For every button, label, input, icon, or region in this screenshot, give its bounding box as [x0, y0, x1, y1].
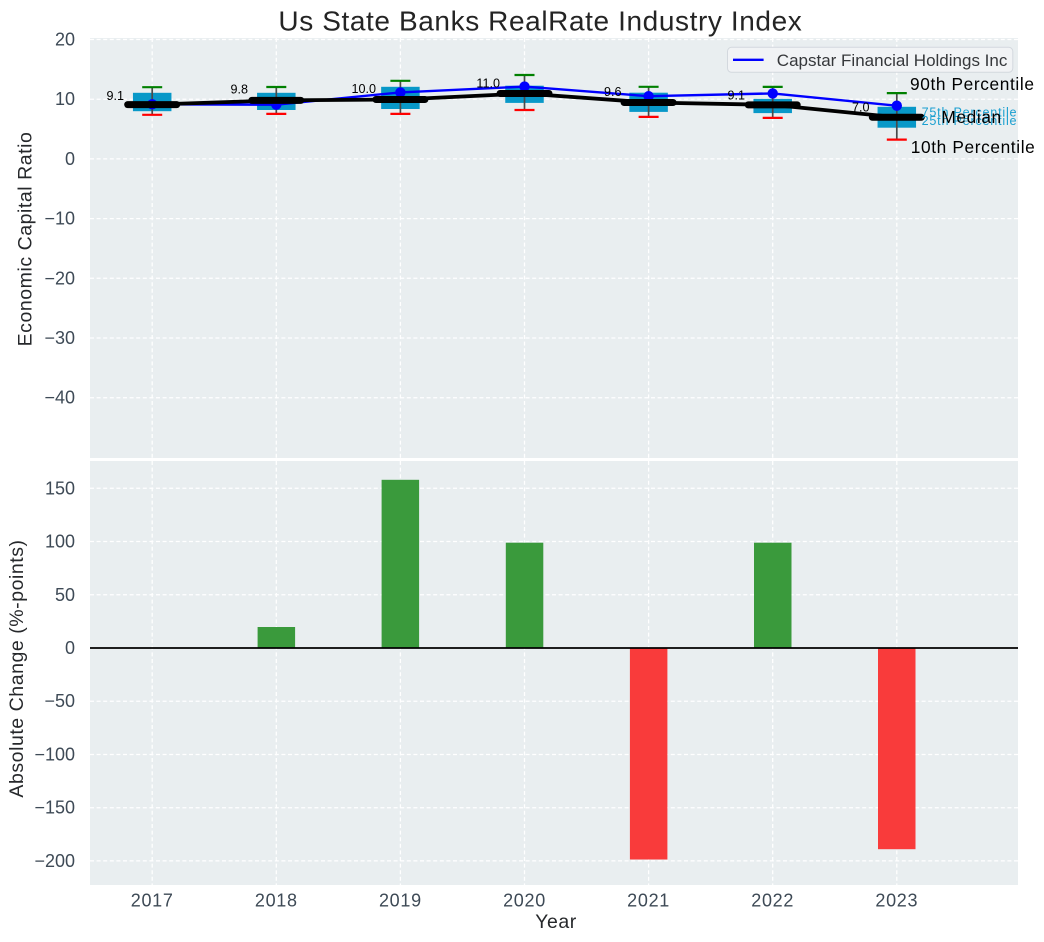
svg-text:10th Percentile: 10th Percentile [911, 137, 1036, 157]
svg-text:11.0: 11.0 [476, 77, 500, 91]
svg-text:9.1: 9.1 [727, 88, 745, 102]
svg-text:2021: 2021 [627, 891, 670, 911]
svg-text:50: 50 [55, 585, 75, 605]
svg-text:75th Percentile: 75th Percentile [922, 106, 1018, 120]
svg-text:Economic Capital Ratio: Economic Capital Ratio [15, 132, 37, 347]
svg-text:−200: −200 [34, 851, 75, 871]
svg-text:−150: −150 [34, 798, 75, 818]
svg-text:9.1: 9.1 [106, 89, 124, 103]
svg-text:20: 20 [55, 30, 75, 50]
svg-text:Year: Year [535, 911, 577, 933]
svg-text:−100: −100 [34, 745, 75, 765]
svg-text:90th Percentile: 90th Percentile [910, 74, 1035, 94]
svg-text:9.8: 9.8 [230, 83, 248, 97]
svg-text:Us State Banks RealRate Indust: Us State Banks RealRate Industry Index [278, 5, 802, 36]
svg-text:Capstar Financial Holdings Inc: Capstar Financial Holdings Inc [777, 51, 1008, 70]
svg-text:25th Percentile: 25th Percentile [922, 114, 1018, 128]
svg-text:Absolute Change (%-points): Absolute Change (%-points) [6, 539, 28, 797]
svg-text:−20: −20 [44, 268, 75, 288]
svg-text:−30: −30 [44, 328, 75, 348]
svg-text:2017: 2017 [131, 891, 174, 911]
svg-text:−40: −40 [44, 388, 75, 408]
svg-text:0: 0 [65, 149, 75, 169]
svg-text:2022: 2022 [751, 891, 794, 911]
svg-text:0: 0 [65, 638, 75, 658]
svg-text:Median: Median [941, 107, 1001, 127]
svg-text:−50: −50 [44, 691, 75, 711]
svg-text:10.0: 10.0 [351, 82, 376, 96]
svg-text:2018: 2018 [255, 891, 298, 911]
svg-text:9.6: 9.6 [604, 85, 622, 99]
svg-text:2020: 2020 [503, 891, 546, 911]
svg-text:150: 150 [45, 478, 75, 498]
svg-text:7.0: 7.0 [852, 101, 870, 115]
svg-text:−10: −10 [44, 209, 75, 229]
svg-text:2023: 2023 [875, 891, 918, 911]
svg-text:2019: 2019 [379, 891, 422, 911]
svg-text:100: 100 [45, 532, 75, 552]
svg-text:10: 10 [55, 89, 75, 109]
